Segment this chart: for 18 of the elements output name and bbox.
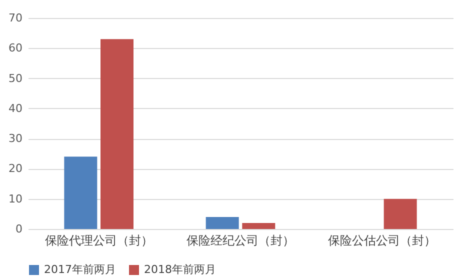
y-tick-label: 10 (8, 192, 22, 206)
legend-label: 2017年前两月 (44, 263, 116, 276)
bar (64, 156, 98, 229)
bar (242, 222, 276, 229)
bar (206, 216, 239, 229)
x-tick-label: 保险代理公司（封） (44, 234, 153, 248)
y-tick-label: 0 (16, 222, 22, 236)
bar (100, 39, 134, 229)
legend-label: 2018年前两月 (144, 263, 216, 276)
y-tick-label: 40 (8, 102, 22, 115)
x-tick-label: 保险经纪公司（封） (186, 234, 294, 248)
y-tick-label: 70 (8, 12, 22, 24)
x-tick-label: 保险公估公司（封） (328, 234, 436, 248)
y-tick-label: 60 (8, 42, 22, 55)
y-tick-label: 30 (8, 132, 22, 146)
bar (384, 198, 417, 229)
y-tick-label: 50 (8, 72, 22, 85)
y-tick-label: 20 (8, 162, 22, 176)
